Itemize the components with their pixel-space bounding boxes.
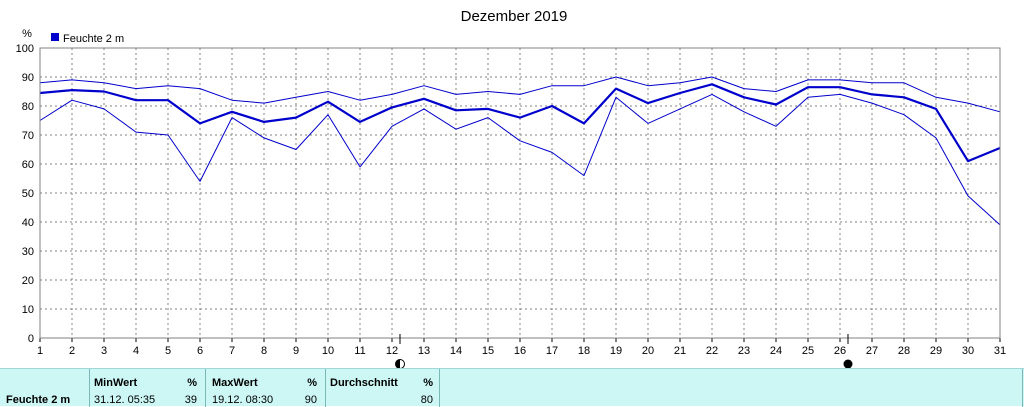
max-value: 90: [304, 394, 317, 406]
series-line-max: [39, 76, 1001, 113]
plot-frame: [39, 47, 1001, 339]
x-tick-label: 20: [642, 345, 654, 357]
x-tick-label: 10: [322, 345, 334, 357]
x-tick-label: 16: [514, 345, 526, 357]
min-unit: %: [187, 377, 197, 389]
y-tick-label: 40: [22, 217, 34, 229]
x-tick-label: 29: [930, 345, 942, 357]
x-tick-label: 12: [386, 345, 398, 357]
chart-title: Dezember 2019: [461, 8, 568, 25]
x-tick-label: 26: [834, 345, 846, 357]
legend-label: Feuchte 2 m: [63, 33, 124, 45]
x-tick-label: 19: [610, 345, 622, 357]
x-tick-label: 25: [802, 345, 814, 357]
max-value-cell: MaxWert % 19.12. 08:30 90: [206, 369, 326, 407]
x-tick-label: 22: [706, 345, 718, 357]
min-header: MinWert: [94, 377, 138, 389]
y-axis-unit: %: [22, 28, 32, 40]
x-tick-label: 30: [962, 345, 974, 357]
x-tick-label: 23: [738, 345, 750, 357]
x-tick-label: 13: [418, 345, 430, 357]
legend: Feuchte 2 m: [51, 33, 124, 45]
x-tick-label: 5: [165, 345, 171, 357]
x-tick-label: 4: [133, 345, 139, 357]
x-tick-label: 2: [69, 345, 75, 357]
x-tick-label: 8: [261, 345, 267, 357]
max-header: MaxWert: [212, 377, 258, 389]
new-moon-icon: [843, 359, 853, 368]
x-tick-label: 3: [101, 345, 107, 357]
y-tick-label: 10: [22, 304, 34, 316]
y-axis-ticks: 0 10 20 30 40 50 60 70 80 90 100: [16, 43, 34, 345]
min-date: 31.12. 05:35: [94, 394, 156, 406]
y-tick-label: 50: [22, 188, 34, 200]
x-tick-label: 15: [482, 345, 494, 357]
x-tick-label: 6: [197, 345, 203, 357]
y-tick-label: 80: [22, 101, 34, 113]
average-header: Durchschnitt: [330, 377, 398, 389]
x-tick-label: 31: [994, 345, 1006, 357]
y-tick-label: 0: [28, 333, 34, 345]
x-tick-label: 27: [866, 345, 878, 357]
x-axis-ticks: 1 2 3 4 5 6 7 8 9 10 11 12 13 14 15 16 17 18 19 20 21 22 23 24 2…: [37, 338, 1006, 357]
x-tick-label: 24: [770, 345, 782, 357]
gridlines: [40, 48, 1000, 338]
x-tick-label: 1: [37, 345, 43, 357]
x-tick-label: 17: [546, 345, 558, 357]
statistics-bar: Feuchte 2 m MinWert % 31.12. 05:35 39 Ma…: [0, 368, 1024, 407]
moon-markers: [395, 334, 853, 368]
min-value-cell: MinWert % 31.12. 05:35 39: [90, 369, 206, 407]
x-tick-label: 14: [450, 345, 462, 357]
x-tick-label: 7: [229, 345, 235, 357]
legend-swatch: [51, 33, 59, 41]
x-tick-label: 21: [674, 345, 686, 357]
y-tick-label: 70: [22, 130, 34, 142]
stats-empty-area: [440, 369, 1023, 407]
humidity-chart: Dezember 2019 % Feuchte 2 m 0 10 20 30 40 50 6…: [16, 8, 1006, 368]
x-tick-label: 9: [293, 345, 299, 357]
x-tick-label: 18: [578, 345, 590, 357]
max-unit: %: [307, 377, 317, 389]
series-line-mean: [39, 83, 1001, 163]
y-tick-label: 100: [16, 43, 34, 55]
y-tick-label: 20: [22, 275, 34, 287]
y-tick-label: 90: [22, 72, 34, 84]
x-tick-label: 28: [898, 345, 910, 357]
y-tick-label: 60: [22, 159, 34, 171]
series-line-min: [39, 93, 1001, 226]
stats-row-label: Feuchte 2 m: [6, 394, 71, 406]
average-value: 80: [420, 394, 433, 406]
y-tick-label: 30: [22, 246, 34, 258]
max-date: 19.12. 08:30: [212, 394, 274, 406]
x-tick-label: 11: [354, 345, 365, 357]
average-unit: %: [423, 377, 433, 389]
average-value-cell: Durchschnitt % 80: [326, 369, 440, 407]
min-value: 39: [184, 394, 197, 406]
series-lines: [39, 76, 1001, 226]
first-quarter-moon-icon: [395, 359, 405, 368]
stats-row-label-cell: Feuchte 2 m: [0, 369, 90, 407]
